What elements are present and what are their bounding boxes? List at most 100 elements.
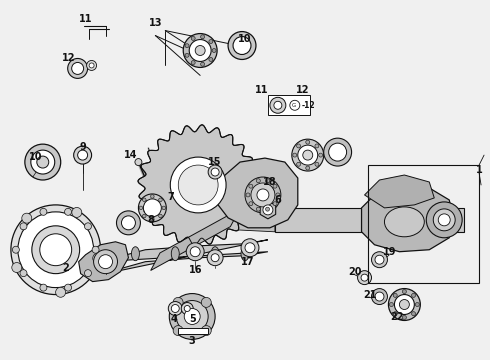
Circle shape [257,189,269,201]
Circle shape [191,36,195,40]
Polygon shape [138,125,258,245]
Circle shape [212,49,216,53]
Circle shape [184,306,190,311]
Circle shape [37,156,49,168]
Bar [368,165,479,283]
Circle shape [159,198,162,202]
Circle shape [150,195,154,198]
Text: 1: 1 [476,165,483,175]
Circle shape [172,305,179,312]
Circle shape [31,150,55,174]
Text: 3: 3 [189,336,196,346]
Text: 12: 12 [296,85,310,95]
Circle shape [375,292,384,301]
Circle shape [394,294,415,315]
Circle shape [56,287,66,297]
Circle shape [185,44,189,48]
Circle shape [274,101,282,109]
Circle shape [171,157,226,213]
Circle shape [195,45,205,55]
Circle shape [251,183,275,207]
Text: 14: 14 [123,150,137,160]
Circle shape [361,274,368,281]
Text: 8: 8 [147,215,154,225]
Circle shape [209,40,213,44]
Circle shape [438,214,450,226]
Circle shape [233,37,251,54]
Circle shape [371,289,388,305]
Circle shape [399,300,409,310]
Circle shape [20,223,27,230]
Circle shape [200,62,205,66]
Circle shape [298,145,318,165]
Circle shape [228,32,256,59]
Polygon shape [178,328,208,334]
Circle shape [393,312,397,316]
Text: 4: 4 [171,314,178,324]
Circle shape [303,150,313,160]
Polygon shape [365,175,434,208]
Circle shape [162,206,166,210]
Ellipse shape [131,247,140,261]
Circle shape [318,153,323,157]
Polygon shape [362,185,454,252]
Circle shape [185,53,189,57]
Circle shape [293,153,297,157]
Circle shape [18,212,94,288]
Circle shape [402,315,406,319]
Circle shape [306,140,310,144]
Circle shape [32,226,80,274]
Circle shape [358,271,371,285]
Circle shape [266,207,270,211]
Text: 22: 22 [391,312,404,323]
Circle shape [40,284,47,291]
Circle shape [189,40,211,62]
Circle shape [68,58,88,78]
Circle shape [290,100,300,110]
Ellipse shape [241,247,249,261]
Circle shape [245,177,281,213]
Text: 10: 10 [29,152,43,162]
Circle shape [263,205,273,215]
Circle shape [208,165,222,179]
Circle shape [40,208,47,215]
Circle shape [207,250,223,266]
Circle shape [159,214,162,218]
Circle shape [262,186,274,198]
Circle shape [276,193,280,197]
Circle shape [190,247,200,257]
Circle shape [25,144,61,180]
Circle shape [315,144,319,148]
Text: 18: 18 [263,177,277,187]
Circle shape [87,60,97,71]
Circle shape [201,297,211,307]
Text: 13: 13 [148,18,162,28]
Circle shape [241,239,259,257]
Circle shape [211,168,219,176]
Circle shape [20,270,27,276]
Circle shape [249,184,253,188]
Circle shape [72,207,82,217]
Circle shape [329,143,346,161]
Text: 21: 21 [363,289,376,300]
Circle shape [292,139,324,171]
Circle shape [168,302,182,315]
Circle shape [296,162,300,166]
Circle shape [270,97,286,113]
Circle shape [246,193,250,197]
Circle shape [178,165,218,205]
Circle shape [433,209,455,231]
Circle shape [12,262,22,273]
Circle shape [169,293,215,339]
Circle shape [84,270,92,276]
Circle shape [65,284,72,291]
Circle shape [173,297,183,307]
Ellipse shape [211,247,219,261]
Circle shape [84,223,92,230]
Circle shape [89,63,94,68]
Text: 11: 11 [255,85,269,95]
Polygon shape [96,240,268,276]
Text: 16: 16 [189,265,202,275]
Circle shape [173,325,183,336]
Circle shape [22,213,32,223]
